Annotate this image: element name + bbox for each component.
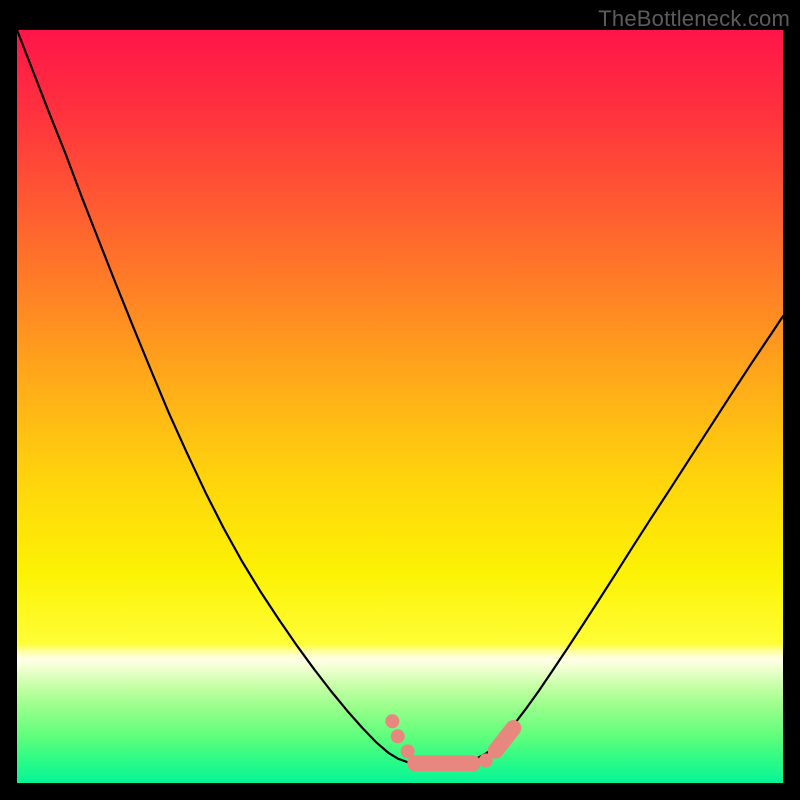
bottleneck-curve xyxy=(17,30,783,783)
plot-area xyxy=(17,30,783,783)
watermark-text: TheBottleneck.com xyxy=(598,6,790,32)
highlight-dots xyxy=(385,714,513,767)
chart-frame: TheBottleneck.com xyxy=(0,0,800,800)
curve-line xyxy=(17,30,783,763)
